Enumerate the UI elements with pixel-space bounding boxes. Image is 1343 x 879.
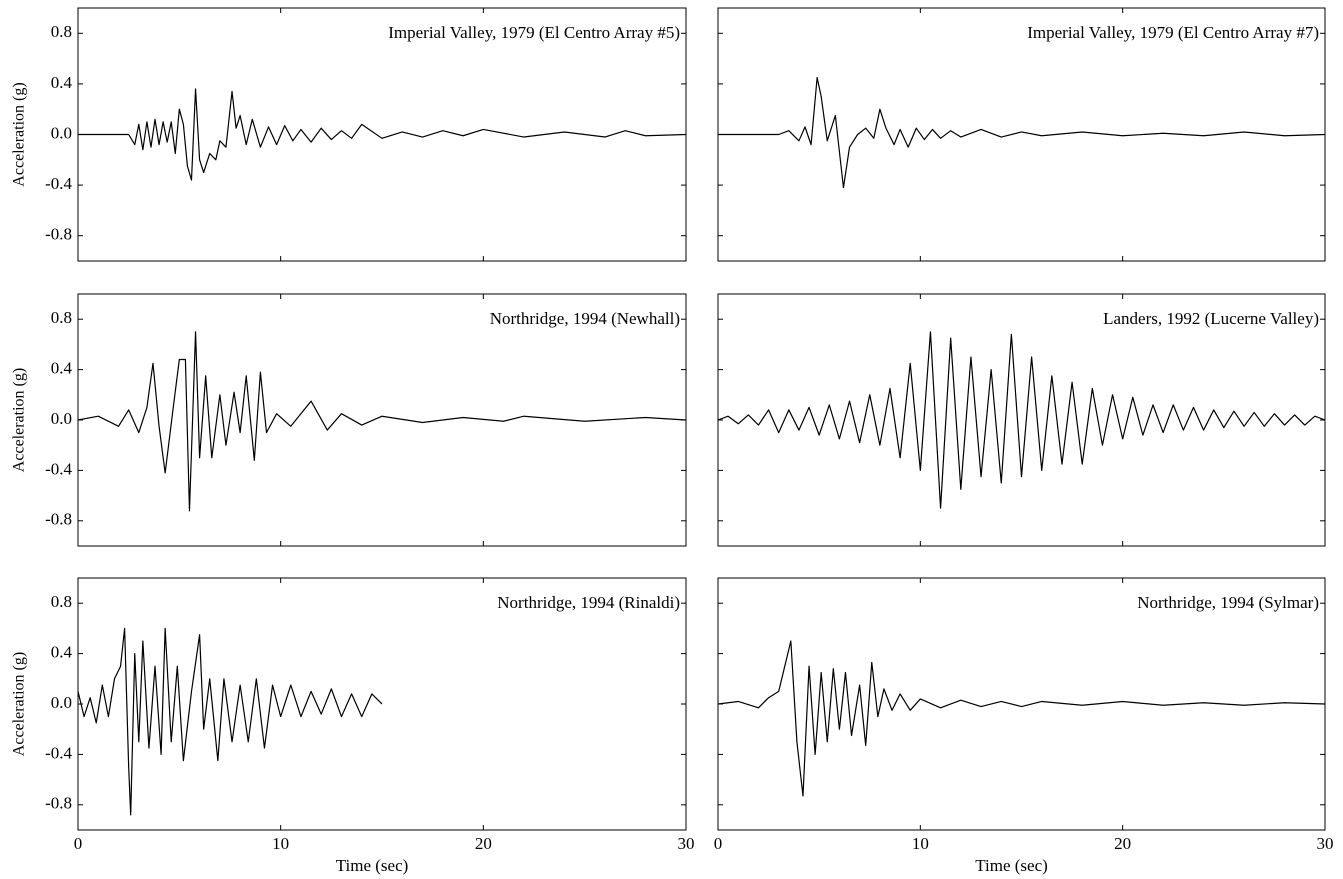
- x-tick-label: 10: [272, 834, 289, 853]
- y-axis-label: Acceleration (g): [11, 368, 28, 472]
- x-tick-label: 0: [74, 834, 83, 853]
- y-axis-label: Acceleration (g): [11, 82, 28, 186]
- y-tick-label: 0.0: [51, 123, 72, 142]
- panel-title: Northridge, 1994 (Sylmar): [1137, 593, 1319, 612]
- y-tick-label: 0.4: [51, 73, 73, 92]
- x-tick-label: 20: [1114, 834, 1131, 853]
- acceleration-trace: [78, 628, 382, 814]
- page: {"chart_data": [ {"type": "line", "title…: [0, 0, 1343, 879]
- plot-frame: [718, 294, 1325, 546]
- y-axis-label: Acceleration (g): [11, 652, 28, 756]
- plot-frame: [78, 294, 686, 546]
- panel-title: Northridge, 1994 (Rinaldi): [497, 593, 680, 612]
- y-tick-label: -0.8: [45, 794, 72, 813]
- y-tick-label: -0.8: [45, 225, 72, 244]
- x-axis-label: Time (sec): [975, 856, 1048, 875]
- acceleration-trace: [718, 641, 1325, 796]
- panel-title: Imperial Valley, 1979 (El Centro Array #…: [388, 23, 680, 42]
- panel-title: Landers, 1992 (Lucerne Valley): [1103, 309, 1319, 328]
- x-tick-label: 10: [912, 834, 929, 853]
- y-tick-label: -0.4: [45, 459, 72, 478]
- y-tick-label: -0.4: [45, 174, 72, 193]
- acceleration-trace: [718, 332, 1325, 508]
- plot-frame: [718, 578, 1325, 830]
- y-tick-label: 0.4: [51, 643, 73, 662]
- y-tick-label: 0.0: [51, 693, 72, 712]
- y-tick-label: 0.8: [51, 592, 72, 611]
- panel-title: Northridge, 1994 (Newhall): [490, 309, 680, 328]
- y-tick-label: 0.8: [51, 22, 72, 41]
- x-tick-label: 30: [678, 834, 695, 853]
- x-tick-label: 30: [1317, 834, 1334, 853]
- y-tick-label: 0.0: [51, 409, 72, 428]
- x-tick-label: 20: [475, 834, 492, 853]
- panel-title: Imperial Valley, 1979 (El Centro Array #…: [1027, 23, 1319, 42]
- x-tick-label: 0: [714, 834, 723, 853]
- x-axis-label: Time (sec): [336, 856, 409, 875]
- acceleration-trace: [78, 89, 686, 180]
- y-tick-label: 0.8: [51, 308, 72, 327]
- chart: -0.8 -0.4 0.0 0.4 0.8 Imperial Valley, 1979 (…: [0, 0, 1343, 879]
- y-tick-label: -0.4: [45, 743, 72, 762]
- acceleration-trace: [78, 332, 686, 511]
- acceleration-trace: [718, 78, 1325, 188]
- plot-frame: [718, 8, 1325, 261]
- y-tick-label: -0.8: [45, 510, 72, 529]
- y-tick-label: 0.4: [51, 359, 73, 378]
